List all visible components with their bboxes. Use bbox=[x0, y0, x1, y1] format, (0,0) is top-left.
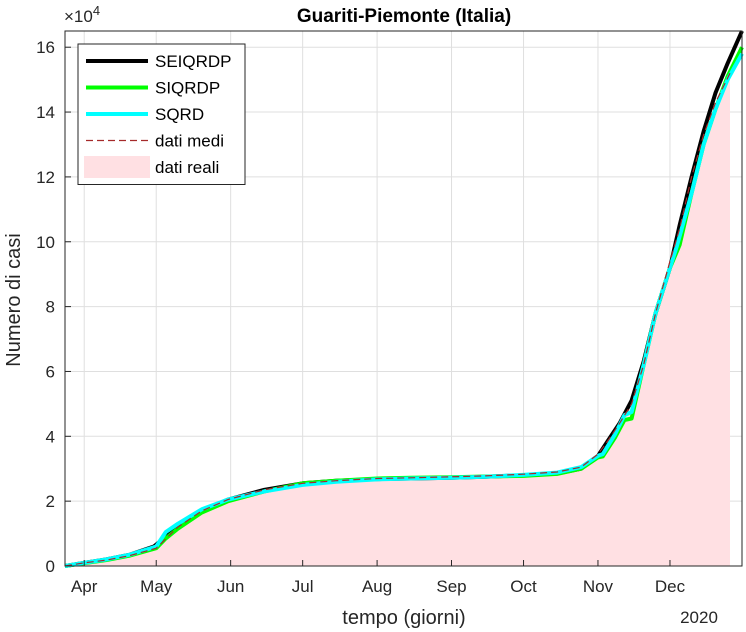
plot-box bbox=[64, 30, 743, 567]
legend-swatch bbox=[84, 156, 150, 178]
legend: SEIQRDP SIQRDP SQRD dati medi dati reali bbox=[77, 43, 246, 185]
x-tick-label: Sep bbox=[436, 577, 466, 596]
x-tick-label: Oct bbox=[510, 577, 537, 596]
y-tick-label: 10 bbox=[36, 233, 55, 252]
x-tick-label: Nov bbox=[583, 577, 614, 596]
y-tick-label: 16 bbox=[36, 38, 55, 57]
legend-label: dati medi bbox=[155, 132, 224, 151]
y-tick-label: 2 bbox=[46, 492, 55, 511]
legend-label: SEIQRDP bbox=[155, 52, 232, 71]
legend-label: dati reali bbox=[155, 158, 219, 177]
ticks: Apr May Jun Jul Aug Sep Oct Nov Dec 0 2 4 6 8 10 12 14 16 bbox=[36, 38, 686, 596]
y-axis-label: Numero di casi bbox=[3, 233, 25, 366]
series-sqrd-line bbox=[64, 52, 744, 568]
x-tick-label: May bbox=[140, 577, 173, 596]
x-tick-label: Jul bbox=[292, 577, 314, 596]
legend-label: SIQRDP bbox=[155, 79, 220, 98]
y-tick-label: 8 bbox=[46, 298, 55, 317]
x-tick-label: Apr bbox=[71, 577, 98, 596]
area-layer bbox=[65, 76, 730, 567]
legend-label: SQRD bbox=[155, 105, 204, 124]
chart-title: Guariti-Piemonte (Italia) bbox=[297, 6, 511, 27]
x-tick-label: Jun bbox=[217, 577, 244, 596]
x-axis-label: tempo (giorni) bbox=[342, 607, 465, 629]
y-exponent-label: ×104 bbox=[64, 3, 100, 26]
series-dati-reali-area bbox=[65, 76, 730, 567]
year-label: 2020 bbox=[680, 608, 718, 627]
y-tick-label: 4 bbox=[46, 427, 55, 446]
series-dati-medi-line bbox=[64, 72, 731, 567]
y-tick-label: 12 bbox=[36, 168, 55, 187]
y-tick-label: 14 bbox=[36, 103, 55, 122]
lines-layer bbox=[64, 30, 744, 568]
y-exponent-base: ×10 bbox=[64, 7, 93, 26]
y-tick-label: 0 bbox=[46, 557, 55, 576]
y-tick-label: 6 bbox=[46, 362, 55, 381]
y-exponent-power: 4 bbox=[93, 3, 100, 18]
x-tick-label: Aug bbox=[362, 577, 392, 596]
x-tick-label: Dec bbox=[655, 577, 686, 596]
